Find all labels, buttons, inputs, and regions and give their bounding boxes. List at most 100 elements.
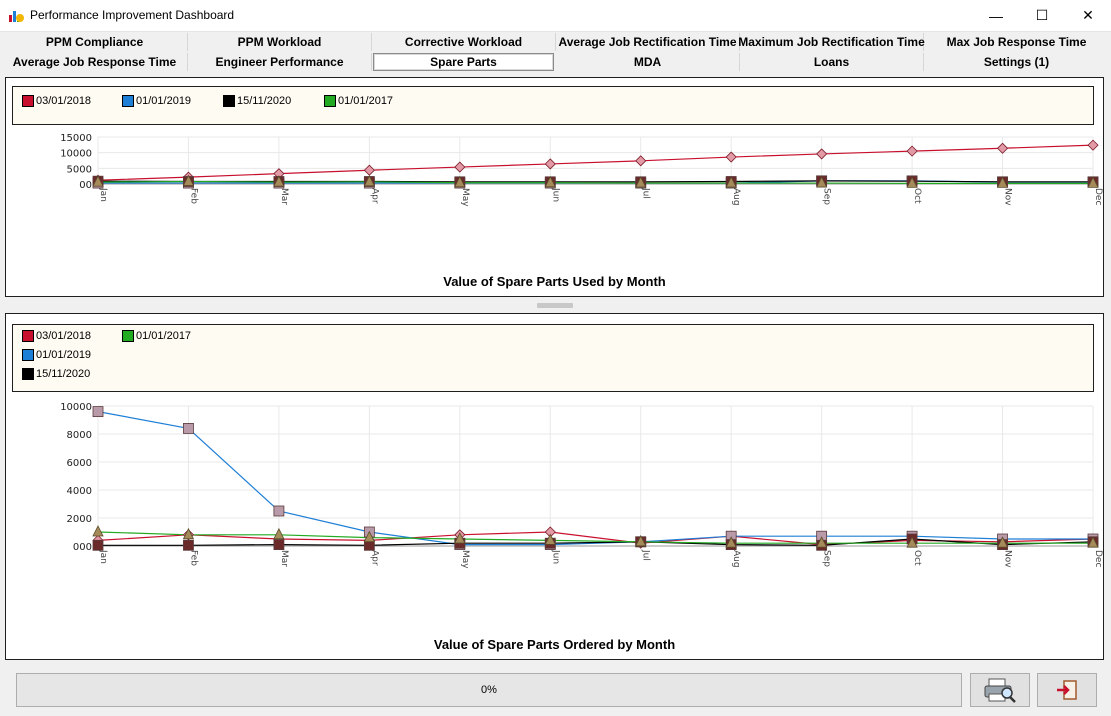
minimize-icon: —	[989, 7, 1003, 24]
data-point	[635, 176, 647, 188]
x-tick-label: Feb	[188, 188, 198, 204]
data-point	[635, 155, 647, 167]
legend-item: 03/01/2018	[22, 95, 91, 107]
data-point	[1087, 536, 1099, 548]
y-tick-label: 10000	[60, 149, 92, 160]
x-tick-label: May	[460, 188, 470, 207]
print-preview-button[interactable]	[970, 673, 1030, 707]
maximize-button[interactable]: ☐	[1019, 0, 1065, 31]
tab-ppm-workload[interactable]: PPM Workload	[188, 33, 372, 51]
x-tick-label: Nov	[1003, 188, 1013, 206]
data-point	[454, 532, 466, 544]
data-point	[363, 174, 376, 187]
tab-ppm-compliance[interactable]: PPM Compliance	[2, 33, 188, 51]
chart-title-used: Value of Spare Parts Used by Month	[443, 274, 666, 289]
y-tick-label: 15000	[60, 133, 92, 144]
x-tick-label: Feb	[188, 550, 198, 566]
x-tick-label: Oct	[912, 550, 922, 566]
tab-loans[interactable]: Loans	[740, 53, 924, 71]
exit-button[interactable]	[1037, 673, 1097, 707]
data-point	[906, 176, 918, 188]
legend-label: 03/01/2018	[36, 95, 92, 107]
x-tick-label: Jun	[550, 187, 560, 202]
tab-strip: PPM Compliance PPM Workload Corrective W…	[2, 33, 1109, 73]
legend-label: 03/01/2018	[36, 330, 92, 342]
legend-label: 01/01/2019	[136, 95, 192, 107]
legend-used: 03/01/2018 01/01/2019 15/11/2020 01/01/2…	[12, 86, 1094, 125]
legend-item: 01/01/2017	[122, 330, 191, 342]
data-point	[363, 530, 376, 543]
x-tick-label: Oct	[912, 188, 922, 204]
y-tick-label: 6000	[67, 458, 92, 469]
tab-settings[interactable]: Settings (1)	[983, 55, 1050, 69]
x-tick-label: Sep	[822, 188, 832, 205]
x-tick-label: Nov	[1003, 550, 1013, 568]
splitter-grip-icon[interactable]	[537, 303, 573, 308]
data-point	[815, 536, 828, 548]
data-point	[996, 142, 1009, 154]
tab-max-job-response-time[interactable]: Max Job Response Time	[946, 35, 1087, 49]
data-point	[544, 158, 556, 170]
data-point	[996, 536, 1009, 548]
data-point	[1087, 139, 1099, 151]
series-line	[97, 144, 1094, 181]
data-point	[92, 406, 104, 417]
x-tick-label: Jul	[641, 187, 651, 199]
panel-splitter[interactable]	[0, 299, 1111, 311]
data-point	[635, 534, 647, 547]
data-point	[725, 176, 737, 188]
data-point	[273, 527, 285, 540]
x-tick-label: Aug	[731, 188, 741, 206]
tab-spare-parts[interactable]: Spare Parts	[373, 53, 554, 71]
close-button[interactable]: ✕	[1065, 0, 1111, 31]
app-chart-icon	[9, 11, 24, 22]
legend-item: 01/01/2019	[22, 349, 91, 361]
tab-engineer-performance[interactable]: Engineer Performance	[188, 53, 372, 71]
data-point	[182, 527, 195, 540]
data-point	[182, 174, 195, 186]
legend-ordered: 03/01/2018 01/01/2017 01/01/2019 15/11/2…	[12, 324, 1094, 392]
legend-label: 15/11/2020	[237, 95, 292, 107]
legend-label: 01/01/2017	[136, 330, 192, 342]
y-tick-label: 4000	[67, 486, 92, 497]
x-tick-label: May	[460, 550, 470, 569]
swatch-2020	[22, 368, 34, 380]
swatch-2018	[22, 330, 34, 342]
legend-label: 15/11/2020	[36, 368, 91, 380]
data-point	[1087, 176, 1099, 188]
data-point	[816, 148, 828, 160]
minimize-button[interactable]: —	[973, 0, 1019, 31]
y-tick-label: 5000	[67, 164, 92, 175]
window-title: Performance Improvement Dashboard	[30, 8, 235, 22]
title-bar: Performance Improvement Dashboard — ☐ ✕	[0, 0, 1111, 32]
maximize-icon: ☐	[1035, 7, 1049, 23]
series-line	[98, 538, 1094, 546]
y-tick-label: 000	[73, 542, 92, 553]
x-tick-label: Aug	[731, 550, 741, 568]
chart-used-plot: Jan Feb Mar Apr May Jun Jul Aug Sep Oct Nov Dec 00 50…	[60, 133, 1103, 207]
data-point	[92, 525, 104, 537]
swatch-2017	[324, 95, 336, 107]
tab-maximum-job-rectification-time[interactable]: Maximum Job Rectification Time	[738, 33, 925, 51]
tab-corrective-workload[interactable]: Corrective Workload	[372, 33, 556, 51]
chart-title-ordered: Value of Spare Parts Ordered by Month	[433, 637, 676, 652]
y-tick-label: 10000	[60, 402, 92, 413]
printer-preview-icon	[984, 678, 1016, 703]
data-point	[273, 539, 285, 551]
data-point	[454, 161, 466, 173]
data-point	[996, 176, 1009, 188]
close-icon: ✕	[1082, 7, 1094, 23]
x-tick-label: Dec	[1093, 550, 1103, 567]
legend-item: 15/11/2020	[22, 368, 90, 380]
chart-ordered-plot: Jan Feb Mar Apr May Jun Jul Aug Sep Oct Nov Dec 000 2…	[60, 402, 1103, 569]
x-tick-label: Mar	[279, 550, 289, 567]
tab-average-job-rectification-time[interactable]: Average Job Rectification Time	[556, 33, 740, 51]
chart-panel-used: 03/01/2018 01/01/2019 15/11/2020 01/01/2…	[5, 77, 1104, 297]
data-point	[454, 175, 466, 188]
legend-label: 01/01/2019	[36, 349, 92, 361]
x-tick-label: Jan	[98, 549, 108, 564]
progress-bar: 0%	[16, 673, 962, 707]
exit-door-icon	[1057, 680, 1077, 700]
tab-average-job-response-time[interactable]: Average Job Response Time	[2, 53, 188, 71]
tab-mda[interactable]: MDA	[556, 53, 740, 71]
